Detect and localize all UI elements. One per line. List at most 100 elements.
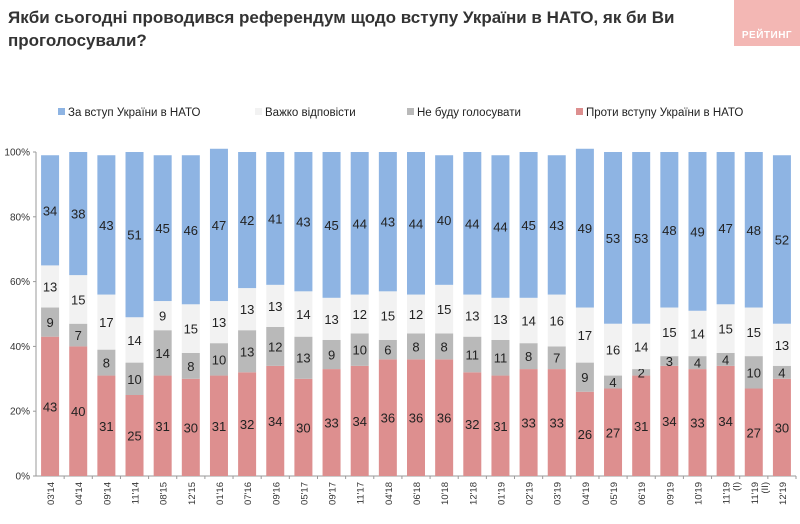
data-label: 13 <box>240 344 254 359</box>
bar-segment <box>547 346 566 370</box>
bar-segment <box>463 372 482 476</box>
data-label: 4 <box>694 356 701 371</box>
x-tick-label: 03'14 <box>46 482 57 505</box>
data-label: 15 <box>184 322 198 337</box>
bar-segment <box>772 323 791 366</box>
y-tick-label: 100% <box>4 148 30 159</box>
data-label: 15 <box>747 325 761 340</box>
data-label: 33 <box>550 416 564 431</box>
bar-segment <box>772 365 791 379</box>
data-label: 43 <box>381 215 395 230</box>
data-label: 10 <box>212 352 226 367</box>
legend-label: Важко відповісти <box>265 107 356 119</box>
data-label: 11 <box>466 348 480 363</box>
data-label: 12 <box>352 307 366 322</box>
data-label: 42 <box>240 213 254 228</box>
data-label: 33 <box>521 416 535 431</box>
data-label: 13 <box>775 338 789 353</box>
bar-segment <box>69 323 88 347</box>
bar-segment <box>97 375 116 476</box>
x-tick-label: 08'15 <box>159 482 170 505</box>
bar-segment <box>575 148 594 308</box>
data-label: 6 <box>384 343 391 358</box>
bar-segment <box>125 395 144 476</box>
legend-swatch <box>255 108 262 115</box>
bar-segment <box>660 365 679 476</box>
data-label: 31 <box>212 419 226 434</box>
data-label: 30 <box>296 420 310 435</box>
data-label: 8 <box>103 356 110 371</box>
data-label: 14 <box>127 333 141 348</box>
data-label: 36 <box>381 411 395 426</box>
data-label: 52 <box>775 232 789 247</box>
data-label: 8 <box>525 349 532 364</box>
data-label: 13 <box>212 315 226 330</box>
bar-segment <box>604 323 623 376</box>
bar-segment <box>41 307 60 337</box>
bar-segment <box>407 294 425 334</box>
x-tick-label: 07'16 <box>243 482 254 505</box>
legend-label: Не буду голосувати <box>417 107 521 119</box>
data-label: 14 <box>521 313 535 328</box>
bar-segment <box>238 152 257 289</box>
bar-segment <box>435 359 454 476</box>
x-tick-label: 09'14 <box>102 482 113 505</box>
x-tick-label: 11'19 <box>750 482 761 504</box>
data-label: 13 <box>268 299 282 314</box>
data-label: 13 <box>296 351 310 366</box>
data-label: 36 <box>409 411 423 426</box>
data-label: 49 <box>690 224 704 239</box>
data-label: 10 <box>127 372 141 387</box>
data-label: 40 <box>71 404 85 419</box>
bar-segment <box>632 152 651 324</box>
data-label: 31 <box>155 419 169 434</box>
data-label: 16 <box>550 313 564 328</box>
bar-segment <box>407 152 425 295</box>
bar-segment <box>153 375 172 476</box>
data-label: 11 <box>494 351 508 366</box>
data-label: 44 <box>409 216 423 231</box>
bar-segment <box>294 378 313 476</box>
bar-segment <box>238 372 257 476</box>
data-label: 34 <box>662 414 676 429</box>
y-tick-label: 60% <box>10 277 30 288</box>
data-label: 45 <box>521 218 535 233</box>
bar-segment <box>97 294 116 350</box>
x-tick-label: 09'19 <box>665 482 676 505</box>
data-label: 43 <box>550 218 564 233</box>
bar-segment <box>153 301 172 331</box>
x-tick-label: 06'19 <box>637 482 648 505</box>
bar-segment <box>41 265 60 308</box>
data-label: 34 <box>352 414 366 429</box>
data-label: 16 <box>606 343 620 358</box>
data-label: 47 <box>212 218 226 233</box>
data-label: 12 <box>268 339 282 354</box>
x-tick-label: 05'17 <box>299 482 310 505</box>
data-label: 9 <box>159 309 166 324</box>
data-label: 45 <box>324 218 338 233</box>
data-label: 12 <box>409 307 423 322</box>
bar-segment <box>491 339 510 376</box>
data-label: 34 <box>43 203 57 218</box>
bar-segment <box>69 152 88 276</box>
bar-segment <box>266 365 285 476</box>
x-tick-label: 09'16 <box>271 482 282 505</box>
data-label: 27 <box>747 425 761 440</box>
y-tick-label: 0% <box>16 472 31 483</box>
data-label: 34 <box>718 414 732 429</box>
data-label: 30 <box>184 420 198 435</box>
data-label: 10 <box>352 343 366 358</box>
data-label: 3 <box>666 354 673 369</box>
bar-segment <box>491 375 510 476</box>
bar-segment <box>238 330 257 373</box>
data-label: 15 <box>381 309 395 324</box>
data-label: 41 <box>268 211 282 226</box>
legend-label: За вступ України в НАТО <box>68 107 201 119</box>
x-tick-label: (II) <box>760 482 771 494</box>
y-tick-label: 80% <box>10 212 30 223</box>
data-label: 33 <box>324 416 338 431</box>
bar-segment <box>378 339 397 360</box>
bar-segment <box>322 369 341 476</box>
x-tick-label: 11'17 <box>356 482 367 504</box>
bar-segment <box>632 369 651 376</box>
